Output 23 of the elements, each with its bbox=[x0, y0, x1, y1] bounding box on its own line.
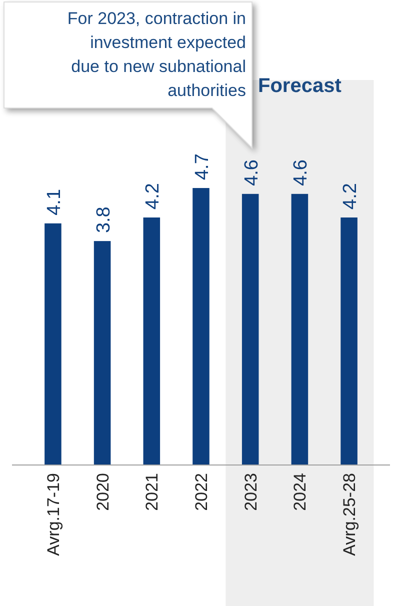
x-tick-label: 2023 bbox=[241, 473, 260, 511]
data-label: 4.2 bbox=[142, 183, 164, 210]
bar bbox=[143, 217, 160, 465]
x-tick-label: 2024 bbox=[290, 473, 310, 511]
bar bbox=[44, 223, 62, 465]
data-label: 3.8 bbox=[93, 206, 114, 234]
x-tick-label: 2021 bbox=[142, 473, 162, 511]
x-tick-label: Avrg.25-28 bbox=[340, 473, 360, 556]
data-label: 4.6 bbox=[241, 159, 262, 186]
data-label: 4.1 bbox=[44, 188, 65, 216]
x-tick-label: 2020 bbox=[93, 473, 112, 511]
x-tick-label: Avrg.17-19 bbox=[44, 473, 63, 556]
bar bbox=[242, 194, 259, 465]
bar bbox=[192, 188, 210, 465]
data-label: 4.7 bbox=[192, 154, 213, 180]
bar bbox=[291, 194, 308, 465]
text: For 2023, contraction in investment expected due to new subnational authorities bbox=[67, 9, 246, 100]
band-label: Forecast bbox=[258, 75, 342, 97]
data-label: 4.2 bbox=[340, 183, 362, 210]
x-tick-label: 2022 bbox=[192, 473, 211, 511]
data-label: 4.6 bbox=[290, 159, 312, 186]
bar bbox=[94, 241, 111, 465]
bar bbox=[340, 217, 358, 465]
